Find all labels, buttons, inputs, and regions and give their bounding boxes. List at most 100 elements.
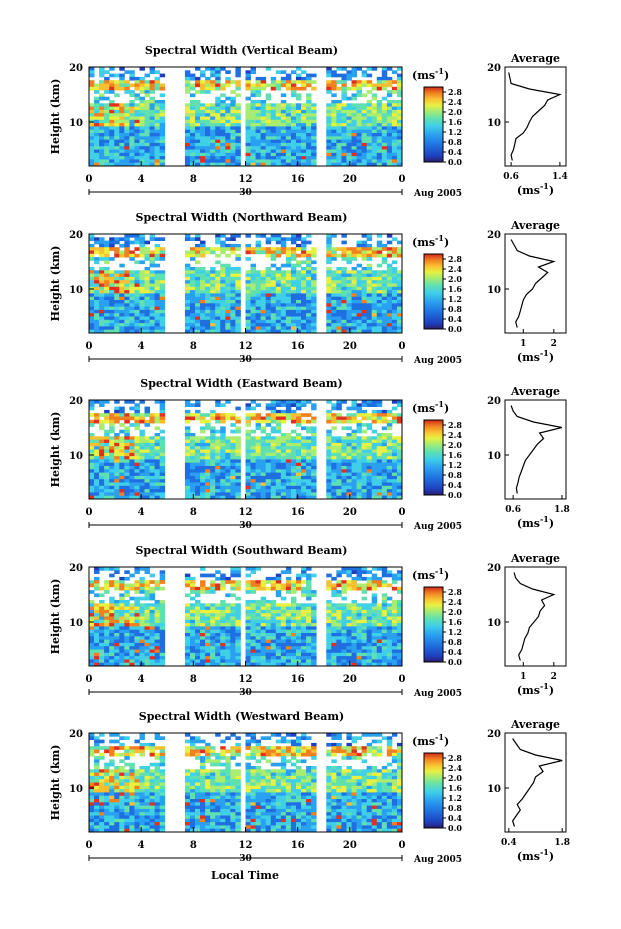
heatmap-cell — [346, 116, 352, 121]
heatmap-cell — [94, 633, 100, 637]
heatmap-cell — [386, 303, 393, 307]
heatmap-cell — [149, 270, 156, 274]
heatmap-cell — [230, 495, 236, 500]
heatmap-cell — [99, 593, 105, 598]
heatmap-cell — [295, 109, 302, 114]
heatmap-cell — [280, 459, 287, 464]
heatmap-cell — [306, 296, 312, 301]
heatmap-cell — [94, 326, 100, 331]
heatmap-cell — [104, 139, 110, 144]
heatmap-cell — [245, 652, 251, 657]
heatmap-cell — [311, 462, 317, 467]
heatmap-cell — [295, 162, 302, 167]
heatmap-cell — [230, 96, 236, 101]
heatmap-cell — [215, 290, 221, 294]
heatmap-cell — [114, 636, 120, 640]
heatmap-cell — [144, 409, 150, 414]
heatmap-cell — [205, 156, 211, 160]
heatmap-cell — [265, 286, 272, 291]
heatmap-cell — [104, 583, 110, 588]
heatmap-cell — [341, 452, 347, 457]
heatmap-cell — [104, 257, 110, 261]
heatmap-cell — [386, 489, 393, 493]
heatmap-cell — [134, 426, 140, 431]
heatmap-cell — [149, 83, 156, 88]
heatmap-cell — [396, 403, 403, 407]
heatmap-cell — [220, 250, 226, 255]
heatmap-cell — [200, 313, 206, 317]
heatmap-cell — [255, 300, 262, 304]
heatmap-cell — [159, 329, 166, 334]
heatmap-cell — [331, 126, 337, 131]
heatmap-cell — [250, 100, 256, 104]
heatmap-cell — [230, 113, 236, 117]
heatmap-cell — [361, 303, 368, 307]
heatmap-cell — [215, 633, 221, 637]
heatmap-cell — [280, 70, 287, 74]
heatmap-cell — [124, 109, 130, 114]
heatmap-cell — [114, 606, 120, 611]
heatmap-cell — [376, 243, 383, 248]
heatmap-cell — [301, 267, 307, 271]
heatmap-cell — [200, 419, 206, 424]
heatmap-cell — [154, 100, 161, 104]
heatmap-cell — [326, 436, 332, 440]
heatmap-cell — [159, 119, 166, 124]
heatmap-cell — [361, 456, 368, 460]
heatmap-cell — [109, 129, 115, 134]
heatmap-cell — [210, 485, 216, 490]
heatmap-cell — [361, 482, 368, 487]
heatmap-cell — [139, 495, 145, 500]
heatmap-cell — [230, 126, 236, 131]
heatmap-cell — [225, 456, 231, 460]
heatmap-cell — [195, 103, 201, 107]
heatmap-cell — [366, 146, 373, 150]
heatmap-cell — [351, 416, 357, 421]
heatmap-cell — [336, 273, 342, 278]
heatmap-cell — [265, 472, 272, 477]
heatmap-cell — [326, 449, 332, 454]
heatmap-cell — [351, 309, 357, 314]
heatmap-cell — [189, 109, 196, 114]
heatmap-cell — [235, 234, 241, 238]
heatmap-cell — [154, 103, 161, 107]
heatmap-cell — [235, 67, 241, 71]
heatmap-cell — [235, 273, 241, 278]
heatmap-cell — [295, 156, 302, 160]
heatmap-cell — [124, 136, 130, 140]
heatmap-cell — [149, 419, 156, 424]
heatmap-cell — [270, 106, 277, 111]
heatmap-cell — [210, 149, 216, 154]
heatmap-cell — [331, 303, 337, 307]
heatmap-cell — [94, 90, 100, 94]
heatmap-cell — [371, 475, 378, 480]
heatmap-cell — [351, 73, 357, 78]
heatmap-cell — [210, 103, 216, 107]
heatmap-cell — [230, 270, 236, 274]
heatmap-cell — [306, 293, 312, 298]
heatmap-cell — [109, 459, 115, 464]
heatmap-cell — [341, 113, 347, 117]
heatmap-cell — [346, 290, 352, 294]
heatmap-cell — [119, 139, 125, 144]
heatmap-cell — [361, 136, 368, 140]
heatmap-cell — [396, 469, 403, 473]
heatmap-cell — [124, 326, 130, 331]
heatmap-cell — [265, 139, 272, 144]
heatmap-cell — [361, 492, 368, 497]
heatmap-cell — [386, 109, 393, 114]
heatmap-cell — [119, 586, 125, 591]
heatmap-cell — [265, 237, 272, 241]
heatmap-cell — [235, 309, 241, 314]
heatmap-cell — [245, 142, 251, 147]
heatmap-cell — [154, 600, 161, 604]
heatmap-cell — [356, 323, 363, 327]
heatmap-cell — [381, 409, 388, 414]
heatmap-cell — [250, 90, 256, 94]
heatmap-cell — [295, 159, 302, 164]
heatmap-cell — [386, 329, 393, 334]
heatmap-cell — [119, 596, 125, 601]
heatmap-cell — [235, 113, 241, 117]
heatmap-cell — [306, 159, 312, 164]
heatmap-cell — [285, 290, 292, 294]
